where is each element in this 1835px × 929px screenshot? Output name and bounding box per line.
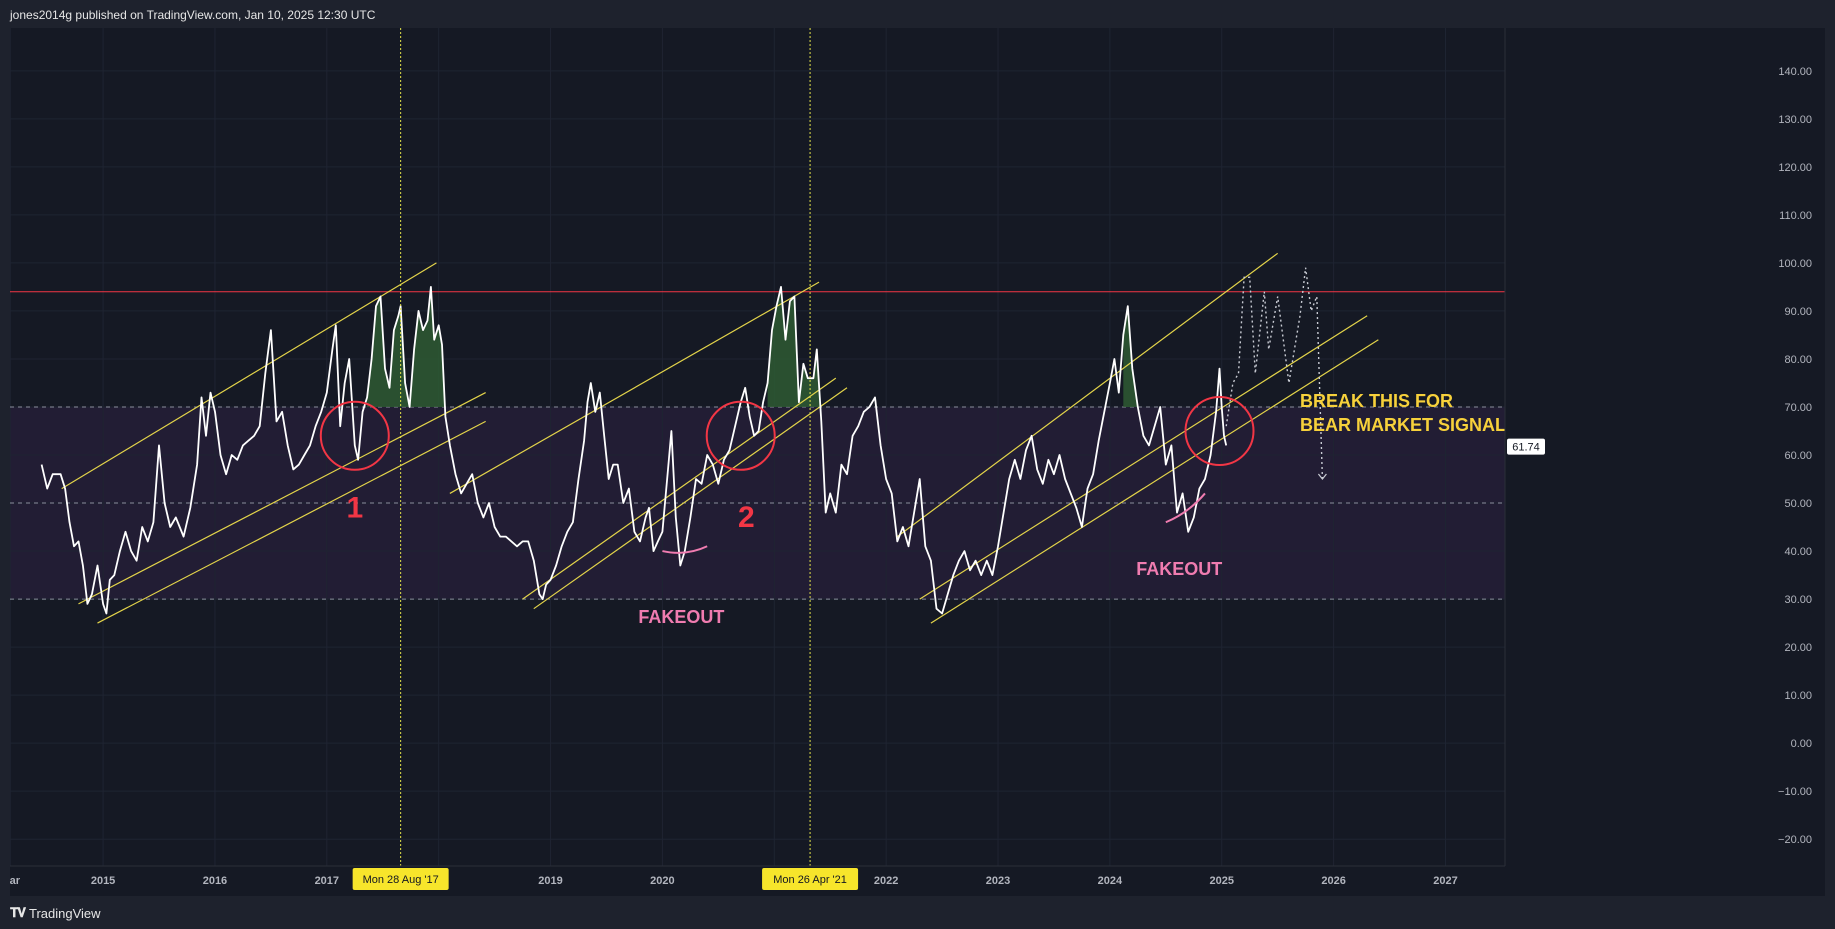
- fakeout-label-a: FAKEOUT: [638, 607, 724, 627]
- highlight-circle: [705, 400, 776, 471]
- series-layer: [40, 267, 1327, 615]
- price-tick-label: 50.00: [1784, 498, 1812, 510]
- highlight-circle: [319, 400, 390, 471]
- brand-label: TradingView: [29, 905, 101, 921]
- price-axis[interactable]: 140.00 130.00 120.00 110.00 100.00 90.00 80.00…: [1504, 28, 1812, 866]
- channel-lines: [61, 252, 1379, 624]
- price-tick-label: 60.00: [1784, 450, 1812, 462]
- price-tick-label: 80.00: [1784, 354, 1812, 366]
- time-tick-label: 2020: [650, 875, 674, 887]
- price-tick-label: 10.00: [1784, 690, 1812, 702]
- price-tick-label: −10.00: [1778, 786, 1812, 798]
- annotation-layer: [319, 395, 1255, 554]
- crosshair-date-badge-1: [352, 868, 449, 890]
- annotation-label-2: 2: [738, 501, 755, 534]
- price-tick-label: 40.00: [1784, 546, 1812, 558]
- time-tick-label: Mar: [10, 875, 21, 887]
- price-tick-label: 70.00: [1784, 402, 1812, 414]
- channel-line: [61, 262, 437, 490]
- footer-bar: 𝐓𝐕 TradingView: [0, 896, 1835, 929]
- header-bar: jones2014g published on TradingView.com,…: [0, 0, 1835, 28]
- time-tick-label: 2019: [538, 875, 562, 887]
- price-tick-label: 100.00: [1778, 258, 1812, 270]
- time-tick-label: 2027: [1433, 875, 1457, 887]
- time-tick-label: 2024: [1098, 875, 1123, 887]
- channel-line: [919, 315, 1368, 600]
- price-tick-label: 0.00: [1791, 738, 1812, 750]
- fakeout-curve: [1165, 492, 1206, 524]
- signal-text-line-1: BREAK THIS FOR: [1300, 391, 1453, 411]
- last-value-badge: [1507, 438, 1545, 455]
- price-tick-label: 130.00: [1778, 114, 1812, 126]
- fakeout-label-b: FAKEOUT: [1136, 559, 1222, 579]
- crosshair-date-badge-2: [762, 868, 859, 890]
- channel-line: [896, 252, 1279, 538]
- last-value-text: 61.74: [1512, 442, 1540, 454]
- price-tick-label: 90.00: [1784, 306, 1812, 318]
- chart-area[interactable]: 1 2 FAKEOUT FAKEOUT BREAK THIS FOR BEAR …: [0, 28, 1825, 896]
- tradingview-brand[interactable]: 𝐓𝐕 TradingView: [10, 905, 101, 921]
- publish-info: jones2014g published on TradingView.com,…: [10, 8, 376, 22]
- overbought-fill: [767, 286, 822, 407]
- highlight-circle: [1184, 395, 1255, 466]
- price-tick-label: 140.00: [1778, 66, 1812, 78]
- time-tick-label: 2025: [1210, 875, 1234, 887]
- crosshair-date-1: Mon 28 Aug '17: [363, 874, 439, 886]
- price-tick-label: 110.00: [1779, 210, 1812, 222]
- price-tick-label: 30.00: [1784, 594, 1812, 606]
- time-tick-label: 2015: [91, 875, 115, 887]
- time-tick-label: 2017: [315, 875, 339, 887]
- projection-arrow-icon: [1317, 473, 1327, 480]
- time-tick-label: 2023: [986, 875, 1010, 887]
- chart-svg[interactable]: 1 2 FAKEOUT FAKEOUT BREAK THIS FOR BEAR …: [0, 28, 1825, 896]
- fakeout-curve: [662, 545, 708, 554]
- channel-line: [449, 281, 820, 494]
- highlight-fills: [367, 286, 1138, 407]
- time-tick-label: 2022: [874, 875, 898, 887]
- channel-line: [97, 420, 486, 624]
- channel-line: [533, 387, 848, 610]
- time-tick-label: 2016: [203, 875, 227, 887]
- projection-line: [1225, 267, 1324, 480]
- channel-line: [522, 377, 837, 600]
- channel-line: [78, 392, 486, 605]
- rsi-series-line: [40, 286, 1228, 615]
- signal-text-line-2: BEAR MARKET SIGNAL: [1300, 415, 1506, 435]
- time-axis[interactable]: Mar2015201620178201920202202220232024202…: [0, 865, 1505, 887]
- time-tick-label: 2026: [1321, 875, 1345, 887]
- price-tick-label: 20.00: [1784, 642, 1812, 654]
- price-tick-label: −20.00: [1778, 834, 1812, 846]
- price-tick-label: 120.00: [1778, 162, 1812, 174]
- crosshair-date-2: Mon 26 Apr '21: [773, 874, 847, 886]
- tradingview-logo-icon: 𝐓𝐕: [10, 905, 26, 920]
- channel-line: [930, 339, 1379, 624]
- annotation-label-1: 1: [346, 491, 363, 524]
